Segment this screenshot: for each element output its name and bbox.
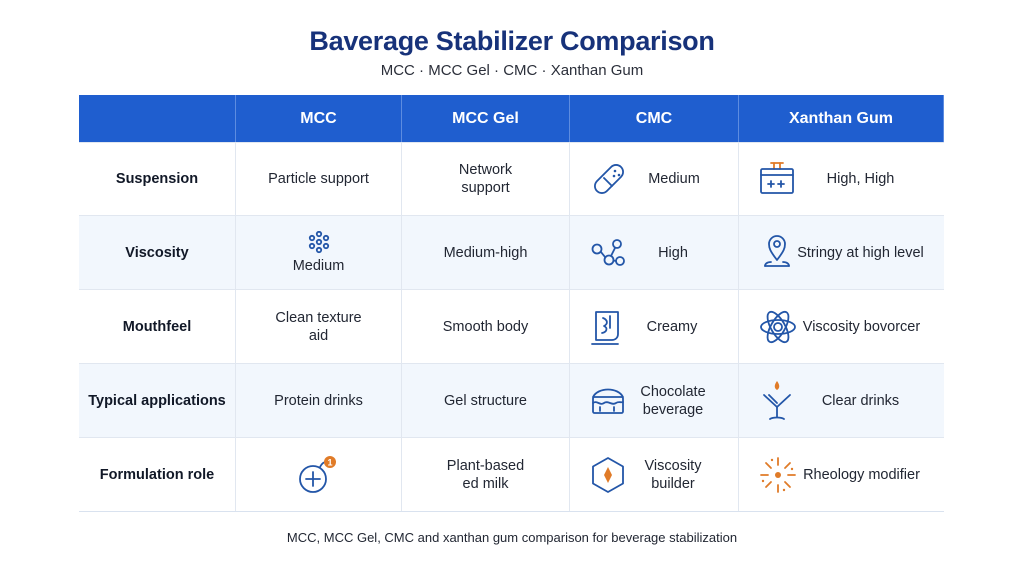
row-label-viscosity: Viscosity <box>79 215 236 289</box>
table-cell: Gel structure <box>402 363 570 437</box>
container-icon <box>760 162 794 194</box>
hexagon-icon <box>592 456 624 493</box>
cell-text: Viscosity bovorcer <box>802 318 921 335</box>
header-cell-empty <box>79 95 236 142</box>
table-cell: Network support <box>402 142 570 215</box>
cell-text: Chocolate beverage <box>640 383 706 418</box>
molecule-icon <box>591 238 625 266</box>
comparison-table: MCC MCC Gel CMC Xanthan Gum Suspension P… <box>79 95 944 512</box>
table-cell: Stringy at high level <box>739 215 944 289</box>
footer-caption: MCC, MCC Gel, CMC and xanthan gum compar… <box>286 530 738 545</box>
cell-text: Network support <box>458 162 513 196</box>
cell-text: Medium <box>648 171 700 187</box>
table-cell: Plant-based ed milk <box>402 437 570 511</box>
page-title: Baverage Stabilizer Comparison <box>309 26 715 56</box>
cocktail-icon <box>763 380 791 420</box>
table-cell: Protein drinks <box>236 363 402 437</box>
header-cell-mcc: MCC <box>236 95 402 142</box>
capsule-icon <box>594 164 624 194</box>
badge-count: 1 <box>327 457 332 467</box>
table-cell: High <box>570 215 739 289</box>
atom-icon <box>760 310 796 343</box>
table-cell: 1 <box>236 437 402 511</box>
table-cell: Medium-high <box>402 215 570 289</box>
cell-text: Rheology modifier <box>803 466 920 483</box>
table-cell: Rheology modifier <box>739 437 944 511</box>
table-cell: Clean texture aid <box>236 289 402 363</box>
table-cell: High, High <box>739 142 944 215</box>
cell-text: Medium <box>292 257 345 274</box>
cell-text: Clear drinks <box>821 392 900 409</box>
table-cell: Chocolate beverage <box>570 363 739 437</box>
row-label-suspension: Suspension <box>79 142 236 215</box>
table-cell: Smooth body <box>402 289 570 363</box>
header-cell-cmc: CMC <box>570 95 739 142</box>
cell-text: Creamy <box>646 318 698 335</box>
cell-text: High, High <box>826 171 895 187</box>
table-cell: Medium <box>236 215 402 289</box>
row-label-mouthfeel: Mouthfeel <box>79 289 236 363</box>
cell-text: High <box>658 244 688 261</box>
table-cell: Medium <box>570 142 739 215</box>
page-subtitle: MCC · MCC Gel · CMC · Xanthan Gum <box>380 62 644 79</box>
particles-icon <box>308 230 329 253</box>
chocolate-box-icon <box>592 388 624 414</box>
cell-text: Stringy at high level <box>797 244 924 261</box>
cell-text: Plant-based ed milk <box>446 457 525 492</box>
table-cell: Particle support <box>236 142 402 215</box>
cup-icon <box>591 310 619 345</box>
table-cell: Clear drinks <box>739 363 944 437</box>
pin-icon <box>764 234 790 267</box>
row-label-formulation-role: Formulation role <box>79 437 236 511</box>
burst-icon <box>760 456 796 493</box>
header-cell-xanthan-gum: Xanthan Gum <box>739 95 944 142</box>
table-cell: Viscosity bovorcer <box>739 289 944 363</box>
table-cell: Creamy <box>570 289 739 363</box>
row-label-typical-applications: Typical applications <box>79 363 236 437</box>
cell-text: Viscosity builder <box>644 457 702 492</box>
header-cell-mcc-gel: MCC Gel <box>402 95 570 142</box>
cell-text: Clean texture aid <box>275 309 362 344</box>
table-cell: Viscosity builder <box>570 437 739 511</box>
plus-badge-icon: 1 <box>298 455 336 493</box>
